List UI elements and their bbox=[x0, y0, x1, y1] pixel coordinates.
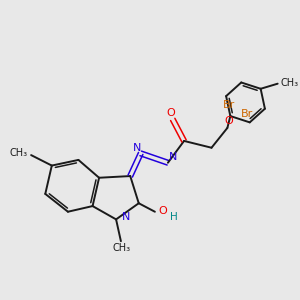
Text: O: O bbox=[158, 206, 167, 216]
Text: O: O bbox=[225, 116, 233, 126]
Text: O: O bbox=[167, 108, 176, 118]
Text: Br: Br bbox=[223, 100, 235, 110]
Text: N: N bbox=[122, 212, 130, 222]
Text: Br: Br bbox=[241, 109, 253, 119]
Text: N: N bbox=[169, 152, 177, 162]
Text: H: H bbox=[169, 212, 177, 222]
Text: CH₃: CH₃ bbox=[112, 243, 130, 253]
Text: CH₃: CH₃ bbox=[10, 148, 28, 158]
Text: N: N bbox=[133, 143, 141, 153]
Text: CH₃: CH₃ bbox=[280, 77, 298, 88]
